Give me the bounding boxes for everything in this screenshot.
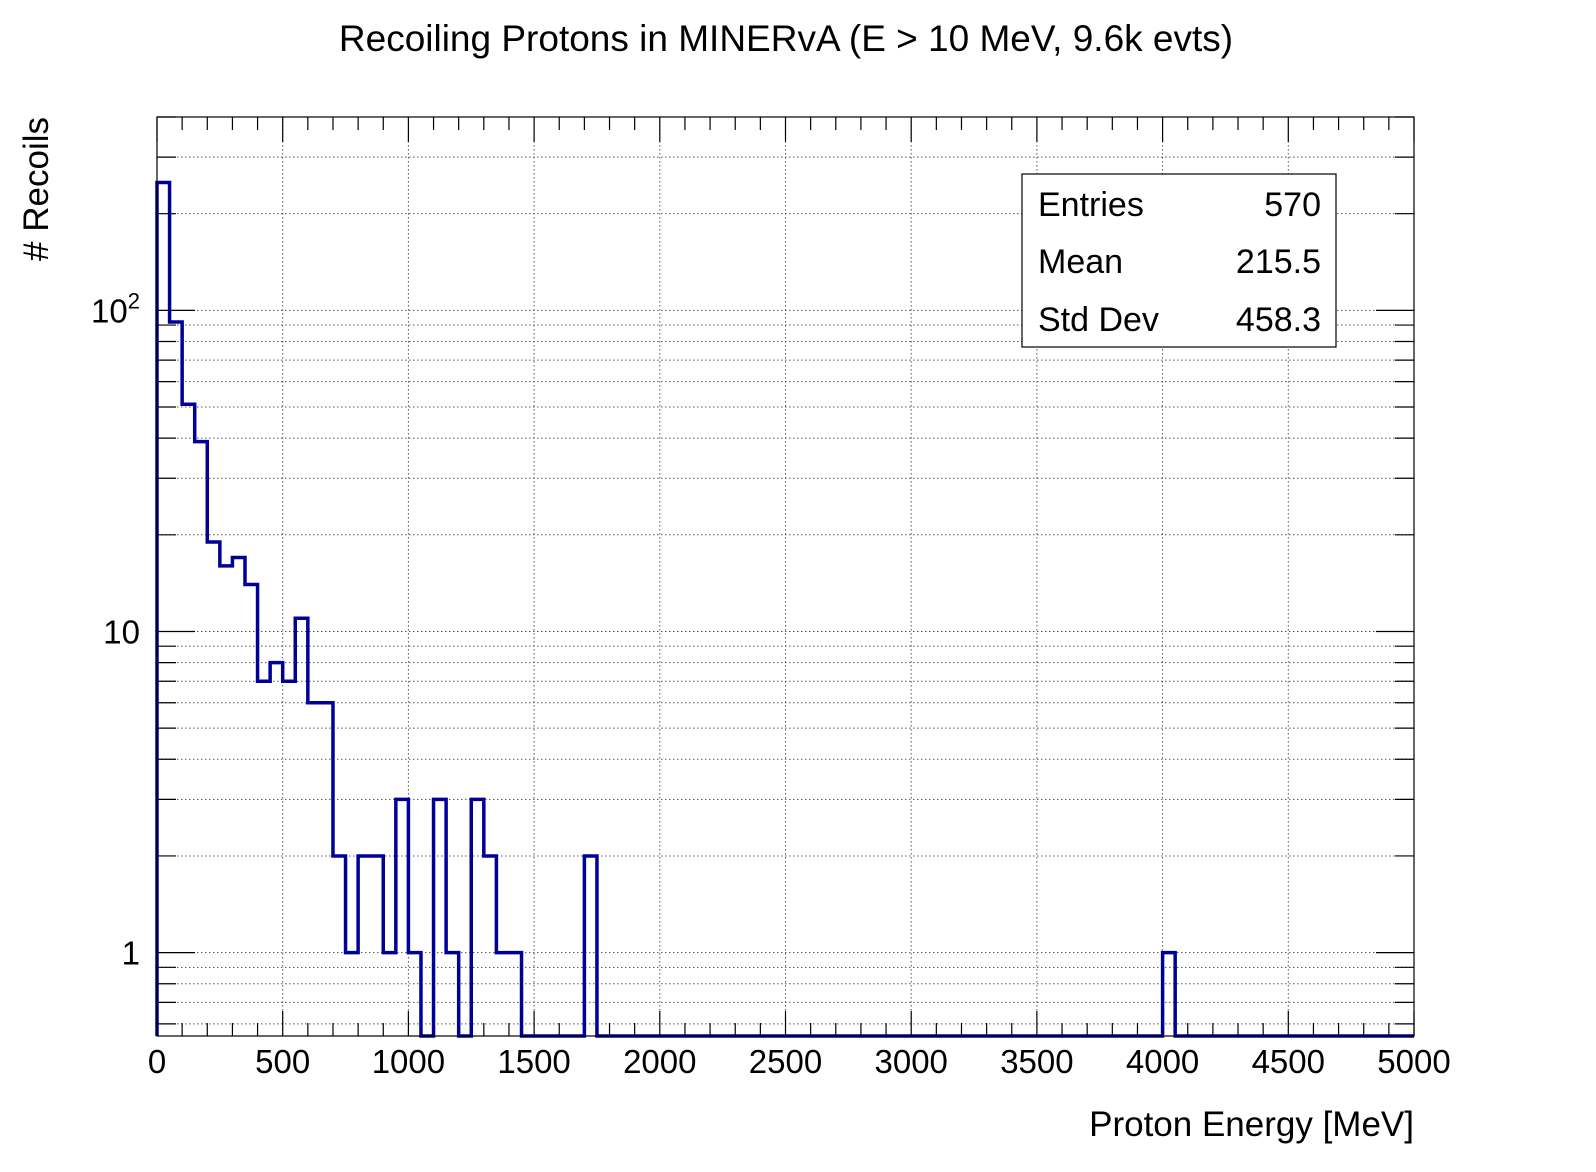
stats-value-stddev: 458.3 (1236, 301, 1321, 339)
stats-label-mean: Mean (1038, 243, 1123, 281)
grid-lines (156, 116, 1415, 1036)
x-tick-label: 2000 (623, 1043, 696, 1080)
x-tick-label: 0 (148, 1043, 166, 1080)
x-tick-label: 2500 (749, 1043, 822, 1080)
y-tick-labels: 1 10 102 (91, 288, 140, 971)
x-tick-label: 4500 (1252, 1043, 1325, 1080)
stats-box: Entries 570 Mean 215.5 Std Dev 458.3 (1021, 173, 1337, 348)
x-tick-label: 3000 (874, 1043, 947, 1080)
x-tick-label: 4000 (1126, 1043, 1199, 1080)
y-tick-label: 10 (103, 613, 140, 650)
y-tick-label: 1 (122, 935, 140, 972)
chart-title: Recoiling Protons in MINERvA (E > 10 MeV… (339, 18, 1233, 59)
x-axis-label: Proton Energy [MeV] (1089, 1105, 1414, 1144)
x-tick-label: 5000 (1377, 1043, 1450, 1080)
stats-label-stddev: Std Dev (1038, 301, 1159, 339)
stats-value-mean: 215.5 (1236, 243, 1321, 281)
x-tick-label: 1500 (497, 1043, 570, 1080)
stats-box-frame (1021, 173, 1337, 348)
plot-frame (156, 116, 1415, 1037)
x-tick-label: 3500 (1000, 1043, 1073, 1080)
stats-value-entries: 570 (1264, 186, 1321, 224)
x-tick-label: 500 (255, 1043, 310, 1080)
y-tick-label: 102 (91, 288, 140, 329)
x-tick-label: 1000 (372, 1043, 445, 1080)
x-tick-labels: 0 500 1000 1500 2000 2500 3000 3500 4000 4500 5000 (148, 1043, 1451, 1080)
y-axis-label: # Recoils (17, 117, 56, 261)
stats-label-entries: Entries (1038, 186, 1144, 224)
